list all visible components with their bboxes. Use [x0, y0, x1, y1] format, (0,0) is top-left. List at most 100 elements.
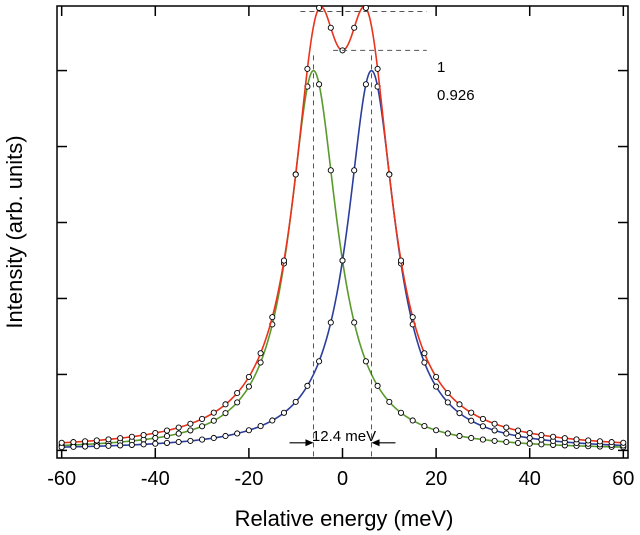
series-point [362, 4, 369, 11]
series-point [304, 65, 311, 72]
x-tick-label: 0 [337, 468, 348, 490]
series-point [514, 433, 522, 440]
right-arrow-head [371, 439, 380, 447]
series-point [245, 373, 252, 380]
axis-ticks: -60 -40 -20 0 20 40 60 [47, 6, 634, 490]
left-arrow-head [305, 439, 314, 447]
series-point [456, 401, 463, 408]
series-point [93, 437, 100, 444]
series-point [222, 432, 229, 440]
series-point [397, 409, 405, 416]
series-point [468, 409, 475, 416]
series-point [269, 314, 276, 321]
series-point [550, 433, 557, 440]
series-point [93, 443, 100, 450]
series-point [316, 4, 323, 11]
series-point [58, 439, 65, 446]
series-point [210, 409, 217, 416]
series-point [222, 410, 229, 417]
series-point [386, 171, 393, 178]
series-point [257, 359, 264, 366]
series-point [245, 383, 252, 390]
series-point [491, 437, 498, 444]
series-point [433, 383, 440, 390]
x-tick-label: -40 [141, 468, 170, 490]
series-point [397, 257, 405, 264]
series-point [128, 441, 135, 448]
series-point [421, 359, 428, 366]
series-point [503, 438, 510, 446]
y-axis-title: Intensity (arb. units) [2, 135, 27, 328]
series-point [257, 350, 264, 357]
x-axis-title: Relative energy (meV) [235, 506, 454, 531]
series-point [386, 398, 393, 405]
x-tick-label: 40 [519, 468, 541, 490]
series-point [163, 433, 171, 440]
series-point [351, 167, 358, 174]
series-point [234, 430, 241, 437]
dip-label: 0.926 [437, 87, 475, 104]
series-point [456, 410, 463, 417]
series-point [210, 434, 217, 442]
splitting-label: 12.4 meV [312, 428, 376, 445]
series-point [187, 420, 194, 427]
series-point [70, 439, 77, 446]
series-point [561, 435, 568, 442]
series-point [140, 431, 147, 439]
series-point [608, 439, 615, 446]
series-point [316, 81, 323, 88]
series-point [479, 423, 486, 430]
series-point [82, 443, 89, 450]
series-point [82, 438, 89, 445]
peak-max-label: 1 [437, 59, 445, 76]
series-point [152, 429, 159, 437]
series-point [117, 442, 124, 449]
series-point [175, 438, 182, 446]
series-point [327, 319, 334, 326]
series-point [433, 427, 440, 434]
series-point [234, 399, 241, 406]
series-point [479, 436, 486, 443]
series-point [444, 389, 451, 397]
series-layer [58, 4, 627, 451]
series-point [292, 171, 299, 178]
series-point [327, 167, 334, 174]
series-point [339, 257, 346, 264]
series-point [327, 24, 334, 31]
series-point [456, 432, 463, 440]
series-point [362, 358, 369, 365]
series-point [257, 423, 264, 430]
series-point [140, 441, 147, 448]
series-point [596, 438, 603, 445]
series-point [538, 431, 545, 439]
x-tick-label: -60 [47, 468, 76, 490]
series-point [468, 417, 475, 424]
series-point [222, 401, 229, 408]
series-point [503, 424, 510, 431]
x-tick-label: -20 [234, 468, 263, 490]
series-point [234, 389, 241, 397]
series-point [210, 417, 217, 424]
series-point [468, 434, 475, 442]
series-point [199, 423, 206, 430]
series-point [351, 319, 358, 326]
series-point [620, 439, 627, 446]
series-point [491, 420, 498, 427]
series-point [117, 435, 124, 442]
series-point [526, 440, 533, 447]
series-point [491, 427, 498, 434]
series-point [514, 427, 522, 434]
series-point [526, 434, 533, 442]
plot-frame [56, 5, 629, 459]
series-point [421, 350, 428, 357]
series-point [175, 424, 182, 431]
series-point [585, 437, 592, 444]
series-point [280, 257, 288, 264]
series-point [573, 436, 580, 443]
series-point [514, 439, 522, 446]
series-point [316, 358, 323, 365]
series-point [409, 417, 416, 424]
annotations: 1 0.926 12.4 meV [289, 10, 475, 458]
